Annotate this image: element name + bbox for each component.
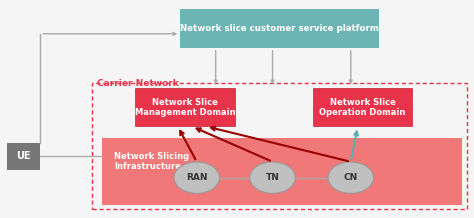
Text: TN: TN <box>265 173 280 182</box>
Ellipse shape <box>174 162 219 193</box>
Bar <box>92 83 467 209</box>
Text: UE: UE <box>17 152 31 161</box>
Ellipse shape <box>328 162 374 193</box>
FancyBboxPatch shape <box>180 9 379 48</box>
FancyBboxPatch shape <box>102 138 462 205</box>
FancyBboxPatch shape <box>135 88 235 126</box>
Text: Network Slice
Management Domain: Network Slice Management Domain <box>135 98 235 117</box>
Text: Carrier Network: Carrier Network <box>97 79 179 88</box>
Text: RAN: RAN <box>186 173 208 182</box>
Text: Network Slice
Operation Domain: Network Slice Operation Domain <box>319 98 406 117</box>
Ellipse shape <box>250 162 295 193</box>
Text: Network Slicing
Infrastructure: Network Slicing Infrastructure <box>114 152 189 171</box>
Text: CN: CN <box>344 173 358 182</box>
Text: Network slice customer service platform: Network slice customer service platform <box>180 24 379 33</box>
FancyBboxPatch shape <box>7 143 40 170</box>
FancyBboxPatch shape <box>313 88 412 126</box>
